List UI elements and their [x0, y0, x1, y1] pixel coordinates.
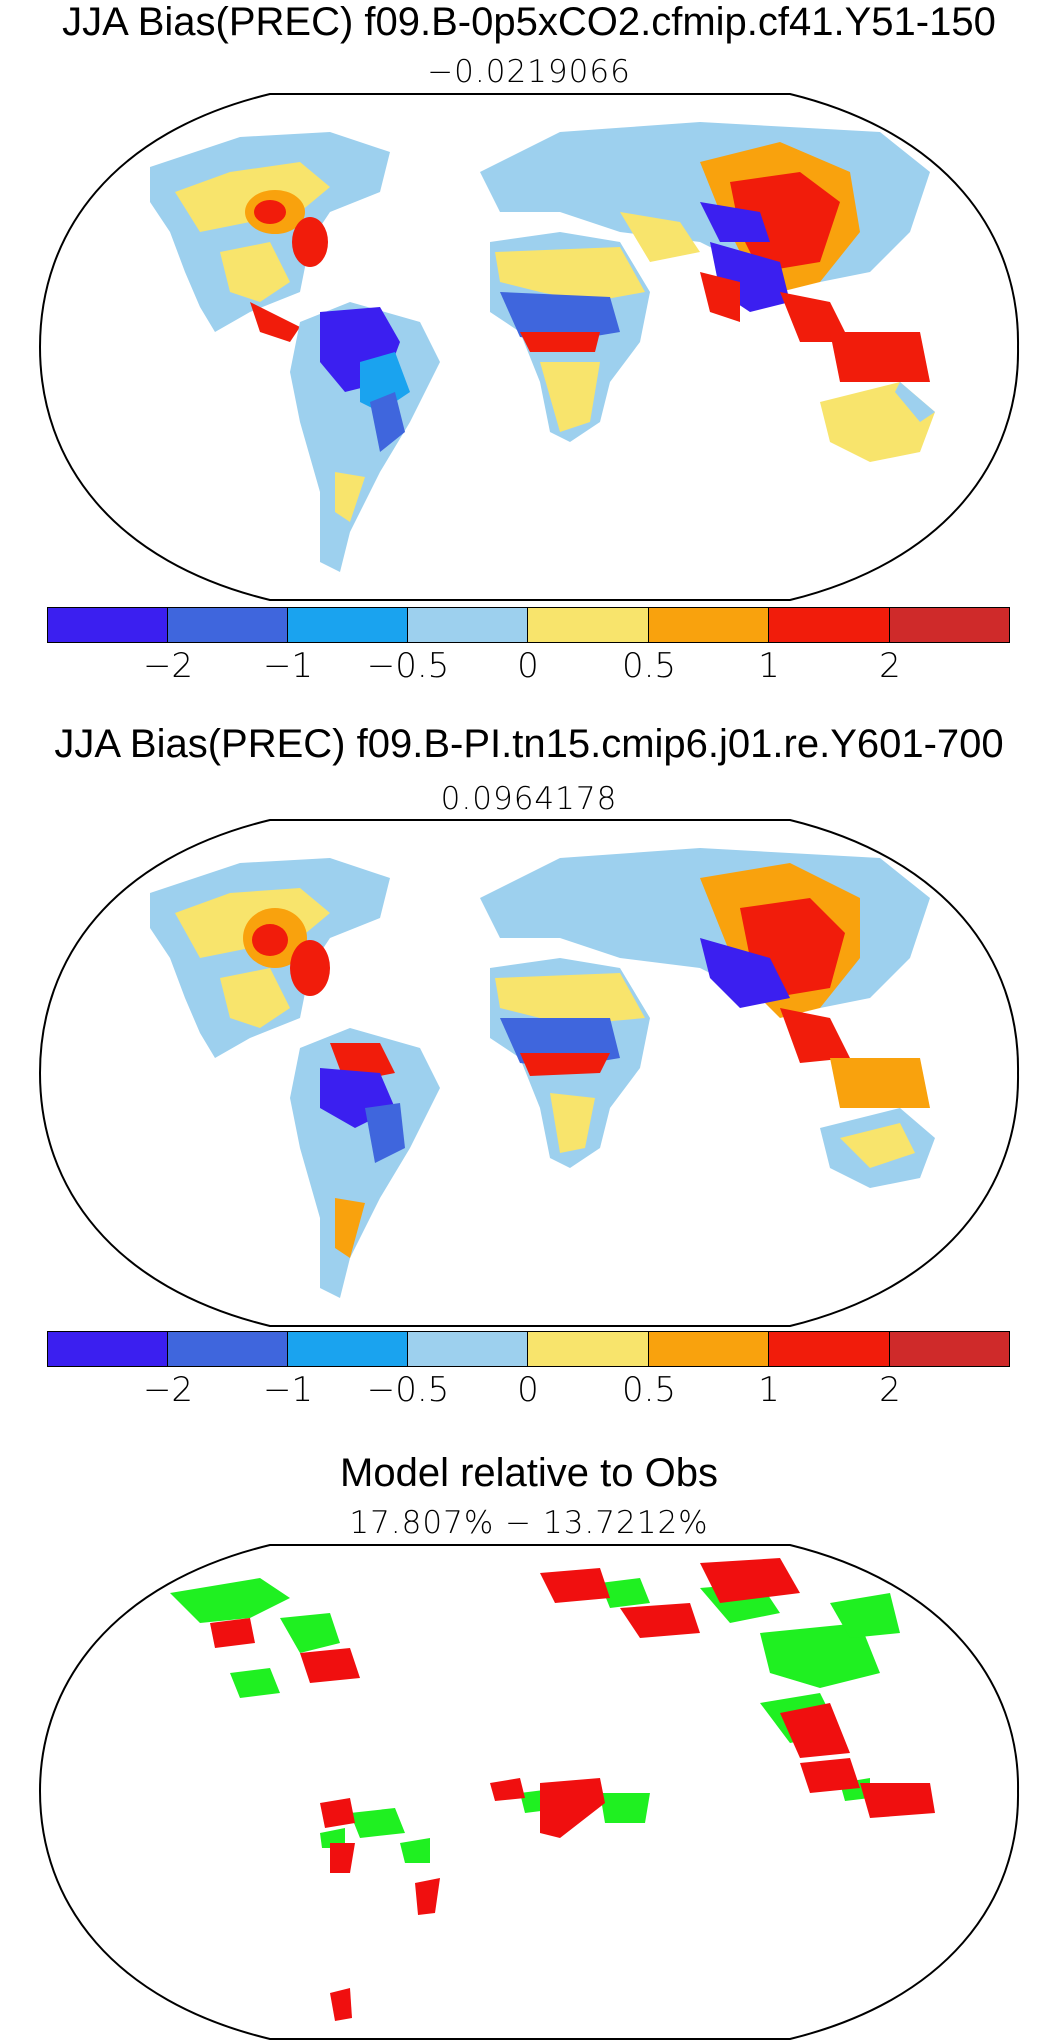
colorbar-1-tick: −0.5: [366, 646, 450, 686]
colorbar-2-tick: −1: [262, 1370, 314, 1410]
colorbar-2-bin-7: [769, 1331, 890, 1367]
panel-3-pct-summary: 17.807% − 13.7212%: [349, 1505, 709, 1541]
colorbar-2-tick: −0.5: [366, 1370, 450, 1410]
panel-2-title: JJA Bias(PREC) f09.B-PI.tn15.cmip6.j01.r…: [54, 722, 1004, 766]
colorbar-1-tick: 2: [879, 646, 901, 686]
colorbar-2-tick: 2: [879, 1370, 901, 1410]
colorbar-2-bin-6: [649, 1331, 769, 1367]
colorbar-2-tick: 0: [517, 1370, 539, 1410]
colorbar-1-tick: 1: [758, 646, 780, 686]
colorbar-1-tick: 0: [517, 646, 539, 686]
colorbar-2-bin-5: [528, 1331, 649, 1367]
colorbar-1-bin-1: [47, 607, 168, 643]
panel-3-map: [38, 1544, 1020, 2040]
colorbar-1-bin-5: [528, 607, 649, 643]
colorbar-2: [47, 1331, 1010, 1367]
colorbar-1-bin-2: [168, 607, 288, 643]
panel-3-relative-field: [170, 1558, 935, 2021]
colorbar-1-bin-8: [890, 607, 1010, 643]
colorbar-2-tick: 0.5: [621, 1370, 677, 1410]
panel-1-map: [38, 93, 1020, 601]
colorbar-2-bin-1: [47, 1331, 168, 1367]
colorbar-1: [47, 607, 1010, 643]
panel-1-bias-field: [150, 122, 935, 572]
panel-1-global-mean: −0.0219066: [427, 54, 631, 90]
panel-2-global-mean: 0.0964178: [440, 781, 618, 817]
panel-3-title: Model relative to Obs: [340, 1451, 718, 1495]
panel-1-title: JJA Bias(PREC) f09.B-0p5xCO2.cfmip.cf41.…: [62, 0, 996, 44]
colorbar-1-bin-4: [408, 607, 528, 643]
colorbar-2-bin-2: [168, 1331, 288, 1367]
colorbar-2-tick: −2: [142, 1370, 194, 1410]
colorbar-2-bin-8: [890, 1331, 1010, 1367]
colorbar-1-bin-7: [769, 607, 890, 643]
colorbar-2-bin-4: [408, 1331, 528, 1367]
colorbar-2-ticks: −2 −1 −0.5 0 0.5 1 2: [47, 1372, 1010, 1412]
colorbar-1-tick: −2: [142, 646, 194, 686]
colorbar-1-bin-6: [649, 607, 769, 643]
panel-2-bias-field: [150, 848, 935, 1298]
colorbar-1-bin-3: [288, 607, 408, 643]
model-worse-regions: [210, 1558, 935, 2021]
colorbar-1-tick: 0.5: [621, 646, 677, 686]
colorbar-1-tick: −1: [262, 646, 314, 686]
panel-2-map: [38, 819, 1020, 1327]
colorbar-2-tick: 1: [758, 1370, 780, 1410]
colorbar-1-ticks: −2 −1 −0.5 0 0.5 1 2: [47, 648, 1010, 688]
colorbar-2-bin-3: [288, 1331, 408, 1367]
